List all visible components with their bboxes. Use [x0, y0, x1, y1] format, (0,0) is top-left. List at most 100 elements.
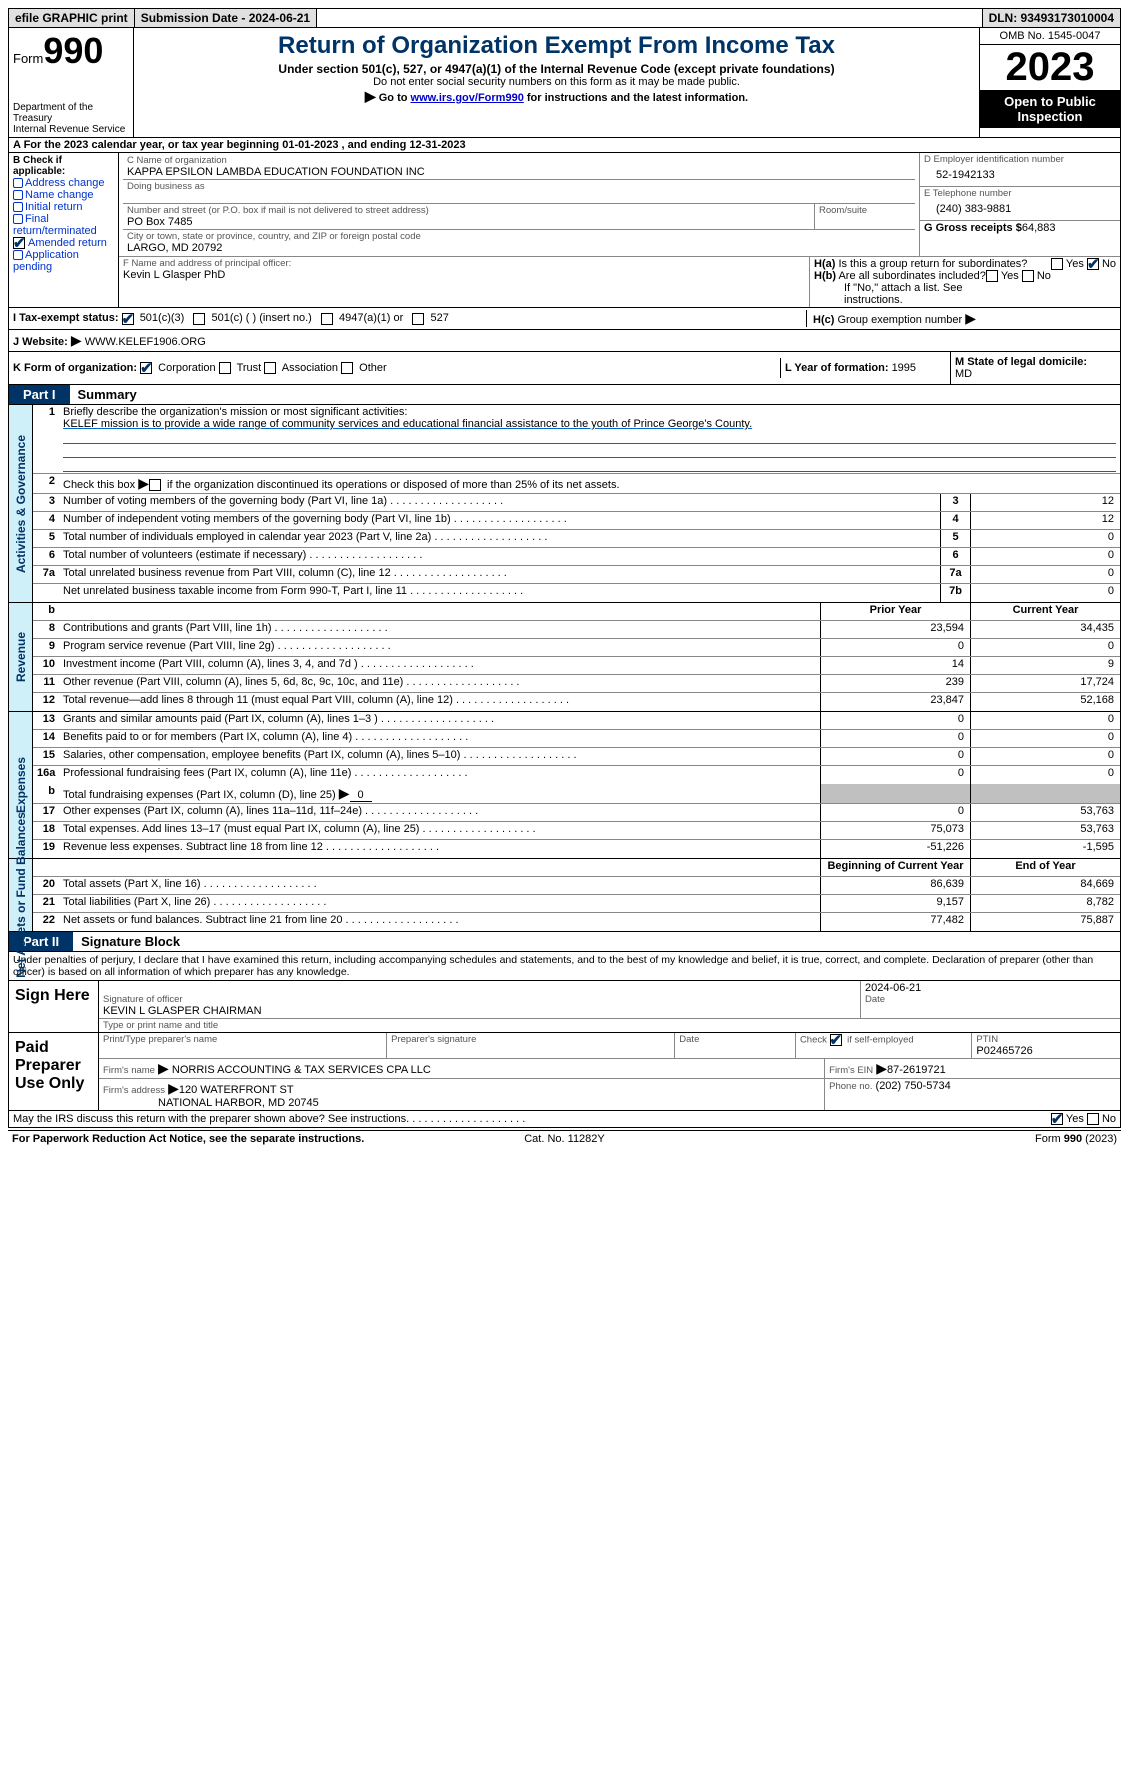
summary-line: 18Total expenses. Add lines 13–17 (must …: [33, 822, 1120, 840]
summary-line: 13Grants and similar amounts paid (Part …: [33, 712, 1120, 730]
cb-self-employed[interactable]: [830, 1034, 842, 1046]
line-16b: Total fundraising expenses (Part IX, col…: [59, 784, 820, 803]
label-ein: D Employer identification number: [924, 154, 1116, 165]
l-year-formation: L Year of formation: 1995: [780, 358, 950, 378]
cb-trust[interactable]: [219, 362, 231, 374]
form-number: Form990: [13, 30, 129, 72]
website-value: WWW.KELEF1906.ORG: [85, 336, 206, 348]
section-expenses: Expenses 13Grants and similar amounts pa…: [8, 712, 1121, 859]
phone: (240) 383-9881: [924, 199, 1116, 219]
submission-date: Submission Date - 2024-06-21: [135, 9, 317, 27]
vlabel-ag: Activities & Governance: [14, 434, 28, 572]
part-i-header: Part I Summary: [8, 385, 1121, 405]
org-name: KAPPA EPSILON LAMBDA EDUCATION FOUNDATIO…: [127, 166, 911, 178]
row-i-tax-exempt: I Tax-exempt status: 501(c)(3) 501(c) ( …: [8, 308, 1121, 330]
summary-line: 3Number of voting members of the governi…: [33, 494, 1120, 512]
gross-receipts: G Gross receipts $64,883: [924, 222, 1116, 234]
form-subtitle: Under section 501(c), 527, or 4947(a)(1)…: [138, 62, 975, 76]
mission-label: Briefly describe the organization's miss…: [63, 406, 407, 418]
signer-name: KEVIN L GLASPER CHAIRMAN: [103, 1005, 856, 1017]
summary-line: 9Program service revenue (Part VIII, lin…: [33, 639, 1120, 657]
h-b: H(b) Are all subordinates included? Yes …: [814, 270, 1116, 282]
col-b-checkboxes: B Check if applicable: Address change Na…: [9, 153, 119, 307]
form-title: Return of Organization Exempt From Incom…: [138, 32, 975, 60]
cb-app-pending[interactable]: Application pending: [13, 249, 114, 273]
officer-name: Kevin L Glasper PhD: [123, 269, 805, 281]
row-a-tax-year: A For the 2023 calendar year, or tax yea…: [8, 138, 1121, 153]
cb-501c3[interactable]: [122, 313, 134, 325]
cb-discuss-no[interactable]: [1087, 1113, 1099, 1125]
open-inspection: Open to Public Inspection: [980, 90, 1120, 128]
cb-address-change[interactable]: Address change: [13, 177, 114, 189]
h-b-note: If "No," attach a list. See instructions…: [814, 282, 1116, 306]
summary-line: Net unrelated business taxable income fr…: [33, 584, 1120, 602]
summary-line: 20Total assets (Part X, line 16)86,63984…: [33, 877, 1120, 895]
cb-527[interactable]: [412, 313, 424, 325]
tax-year: 2023: [980, 45, 1120, 90]
cb-final-return[interactable]: Final return/terminated: [13, 213, 114, 237]
vlabel-revenue: Revenue: [14, 632, 28, 682]
row-k-form-org: K Form of organization: Corporation Trus…: [8, 352, 1121, 385]
cb-other[interactable]: [341, 362, 353, 374]
firm-ein: 87-2619721: [887, 1064, 946, 1076]
ein: 52-1942133: [924, 165, 1116, 185]
summary-line: 17Other expenses (Part IX, column (A), l…: [33, 804, 1120, 822]
dln: DLN: 93493173010004: [983, 9, 1120, 27]
line-2: Check this box ▶ if the organization dis…: [59, 474, 1120, 493]
cb-amended-return[interactable]: Amended return: [13, 237, 114, 249]
col-boy: Beginning of Current Year: [820, 859, 970, 876]
summary-line: 22Net assets or fund balances. Subtract …: [33, 913, 1120, 931]
omb-number: OMB No. 1545-0047: [980, 28, 1120, 45]
row-j-website: J Website: ▶ WWW.KELEF1906.ORG: [8, 330, 1121, 352]
section-net-assets: Net Assets or Fund Balances Beginning of…: [8, 859, 1121, 932]
form-header: Form990 Department of the Treasury Inter…: [8, 28, 1121, 138]
cb-discuss-yes[interactable]: [1051, 1113, 1063, 1125]
cb-assoc[interactable]: [264, 362, 276, 374]
cb-501c[interactable]: [193, 313, 205, 325]
summary-line: 11Other revenue (Part VIII, column (A), …: [33, 675, 1120, 693]
label-room: Room/suite: [819, 205, 911, 216]
summary-line: 15Salaries, other compensation, employee…: [33, 748, 1120, 766]
paid-preparer-block: Paid Preparer Use Only Print/Type prepar…: [8, 1033, 1121, 1111]
irs-link[interactable]: www.irs.gov/Form990: [411, 92, 524, 104]
sign-here-block: Sign Here Signature of officerKEVIN L GL…: [8, 981, 1121, 1033]
label-street: Number and street (or P.O. box if mail i…: [127, 205, 810, 216]
m-state-domicile: M State of legal domicile:MD: [950, 352, 1120, 384]
section-revenue: Revenue b Prior Year Current Year 8Contr…: [8, 603, 1121, 712]
discuss-row: May the IRS discuss this return with the…: [8, 1111, 1121, 1128]
summary-line: 5Total number of individuals employed in…: [33, 530, 1120, 548]
street: PO Box 7485: [127, 216, 810, 228]
summary-line: 14Benefits paid to or for members (Part …: [33, 730, 1120, 748]
h-a: H(a) Is this a group return for subordin…: [814, 258, 1116, 270]
cb-4947[interactable]: [321, 313, 333, 325]
summary-line: 12Total revenue—add lines 8 through 11 (…: [33, 693, 1120, 711]
col-current-year: Current Year: [970, 603, 1120, 620]
summary-line: 10Investment income (Part VIII, column (…: [33, 657, 1120, 675]
summary-line: 8Contributions and grants (Part VIII, li…: [33, 621, 1120, 639]
mission-text: KELEF mission is to provide a wide range…: [63, 418, 752, 430]
city: LARGO, MD 20792: [127, 242, 911, 254]
cb-name-change[interactable]: Name change: [13, 189, 114, 201]
efile-label: efile GRAPHIC print: [9, 9, 135, 27]
entity-info-grid: B Check if applicable: Address change Na…: [8, 153, 1121, 308]
label-phone: E Telephone number: [924, 188, 1116, 199]
summary-line: 4Number of independent voting members of…: [33, 512, 1120, 530]
col-prior-year: Prior Year: [820, 603, 970, 620]
cb-initial-return[interactable]: Initial return: [13, 201, 114, 213]
summary-line: 7aTotal unrelated business revenue from …: [33, 566, 1120, 584]
firm-phone: (202) 750-5734: [876, 1080, 951, 1092]
top-bar: efile GRAPHIC print Submission Date - 20…: [8, 8, 1121, 28]
goto-line: ▶ Go to www.irs.gov/Form990 for instruct…: [138, 88, 975, 105]
page-footer: For Paperwork Reduction Act Notice, see …: [8, 1130, 1121, 1147]
summary-line: 21Total liabilities (Part X, line 26)9,1…: [33, 895, 1120, 913]
cb-corp[interactable]: [140, 362, 152, 374]
label-officer: F Name and address of principal officer:: [123, 258, 805, 269]
summary-line: 16aProfessional fundraising fees (Part I…: [33, 766, 1120, 784]
summary-line: 19Revenue less expenses. Subtract line 1…: [33, 840, 1120, 858]
vlabel-expenses: Expenses: [14, 757, 28, 813]
part-ii-header: Part II Signature Block: [8, 932, 1121, 952]
firm-addr1: 120 WATERFRONT ST: [179, 1084, 294, 1096]
ssn-note: Do not enter social security numbers on …: [138, 76, 975, 88]
sign-date: 2024-06-21: [865, 982, 1116, 994]
firm-name: NORRIS ACCOUNTING & TAX SERVICES CPA LLC: [172, 1064, 431, 1076]
